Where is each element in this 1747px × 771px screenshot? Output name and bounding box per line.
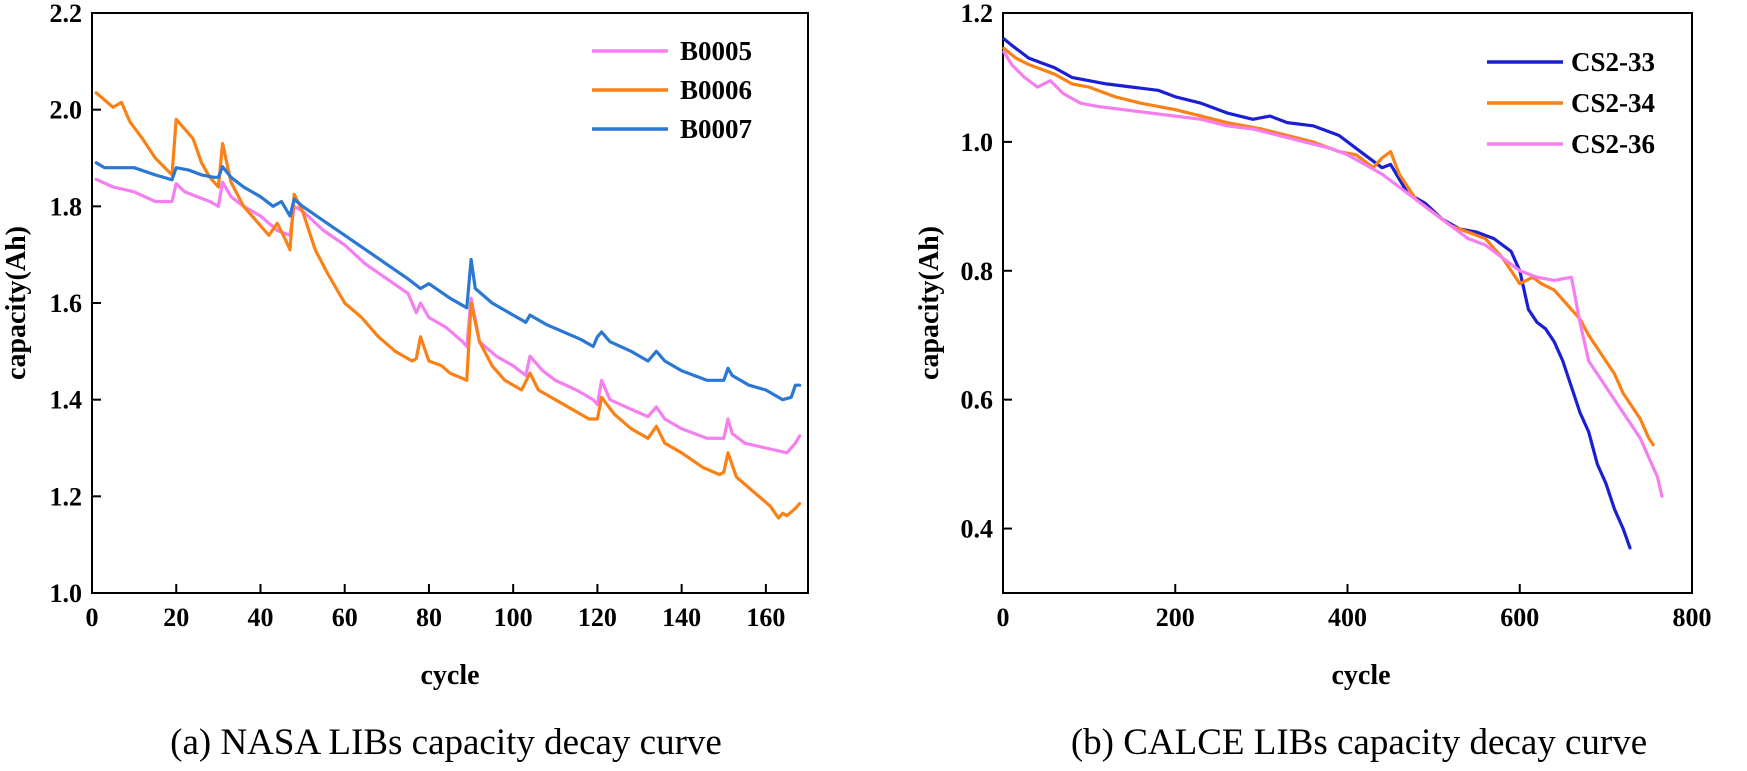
x-tick-label: 60	[332, 603, 358, 632]
x-tick-label: 400	[1328, 603, 1367, 632]
caption-nasa: (a) NASA LIBs capacity decay curve	[170, 722, 722, 763]
y-tick-label: 1.0	[50, 579, 83, 608]
x-axis-label-calce: cycle	[1331, 660, 1390, 691]
x-tick-label: 80	[416, 603, 442, 632]
y-tick-label: 1.4	[50, 386, 83, 415]
x-tick-label: 140	[662, 603, 701, 632]
y-tick-label: 0.8	[961, 257, 994, 286]
y-tick-label: 1.8	[50, 192, 83, 221]
x-tick-label: 40	[247, 603, 273, 632]
series-lines-calce	[1002, 37, 1664, 550]
series-line-b0005	[94, 177, 802, 455]
y-tick-label: 0.4	[961, 515, 994, 544]
series-line-b0007	[94, 161, 802, 402]
axis-ticks-nasa: 0 20 40 60 80 100 120 140 160 1.0 1.2 1.4 1.6 1.8 2.0 2…	[50, 0, 786, 632]
legend-nasa: B0005 B0006 B0007	[592, 36, 752, 144]
series-line-cs2-33	[1002, 37, 1632, 550]
y-tick-label: 1.0	[961, 128, 994, 157]
x-tick-label: 800	[1673, 603, 1712, 632]
legend-calce: CS2-33 CS2-34 CS2-36	[1487, 47, 1655, 159]
y-tick-label: 0.6	[961, 386, 994, 415]
x-tick-label: 100	[494, 603, 533, 632]
legend-label-b0006: B0006	[680, 75, 752, 105]
y-axis-label-nasa: capacity(Ah)	[1, 226, 32, 380]
y-tick-label: 1.6	[50, 289, 83, 318]
legend-label-cs2-36: CS2-36	[1571, 129, 1655, 159]
x-tick-label: 120	[578, 603, 617, 632]
y-tick-label: 2.2	[50, 0, 83, 28]
x-tick-label: 200	[1156, 603, 1195, 632]
series-line-b0006	[94, 91, 802, 520]
chart-panel-nasa: 0 20 40 60 80 100 120 140 160 1.0 1.2 1.4 1.6 1.8 2.0 2…	[1, 0, 809, 763]
series-lines-nasa	[94, 91, 802, 520]
x-axis-label-nasa: cycle	[420, 660, 479, 691]
y-tick-label: 1.2	[50, 482, 83, 511]
legend-label-b0007: B0007	[680, 114, 752, 144]
axis-ticks-calce: 0 200 400 600 800 0.4 0.6 0.8 1.0 1.2	[961, 0, 1712, 632]
series-line-cs2-34	[1002, 46, 1655, 447]
y-tick-label: 2.0	[50, 96, 83, 125]
x-tick-label: 600	[1500, 603, 1539, 632]
y-tick-label: 1.2	[961, 0, 994, 28]
legend-label-b0005: B0005	[680, 36, 752, 66]
x-tick-label: 160	[746, 603, 785, 632]
legend-label-cs2-33: CS2-33	[1571, 47, 1655, 77]
caption-calce: (b) CALCE LIBs capacity decay curve	[1071, 722, 1647, 763]
series-line-cs2-36	[1002, 50, 1664, 498]
x-tick-label: 20	[163, 603, 189, 632]
x-tick-label: 0	[997, 603, 1010, 632]
y-axis-label-calce: capacity(Ah)	[914, 226, 945, 380]
legend-label-cs2-34: CS2-34	[1571, 88, 1655, 118]
x-tick-label: 0	[86, 603, 99, 632]
